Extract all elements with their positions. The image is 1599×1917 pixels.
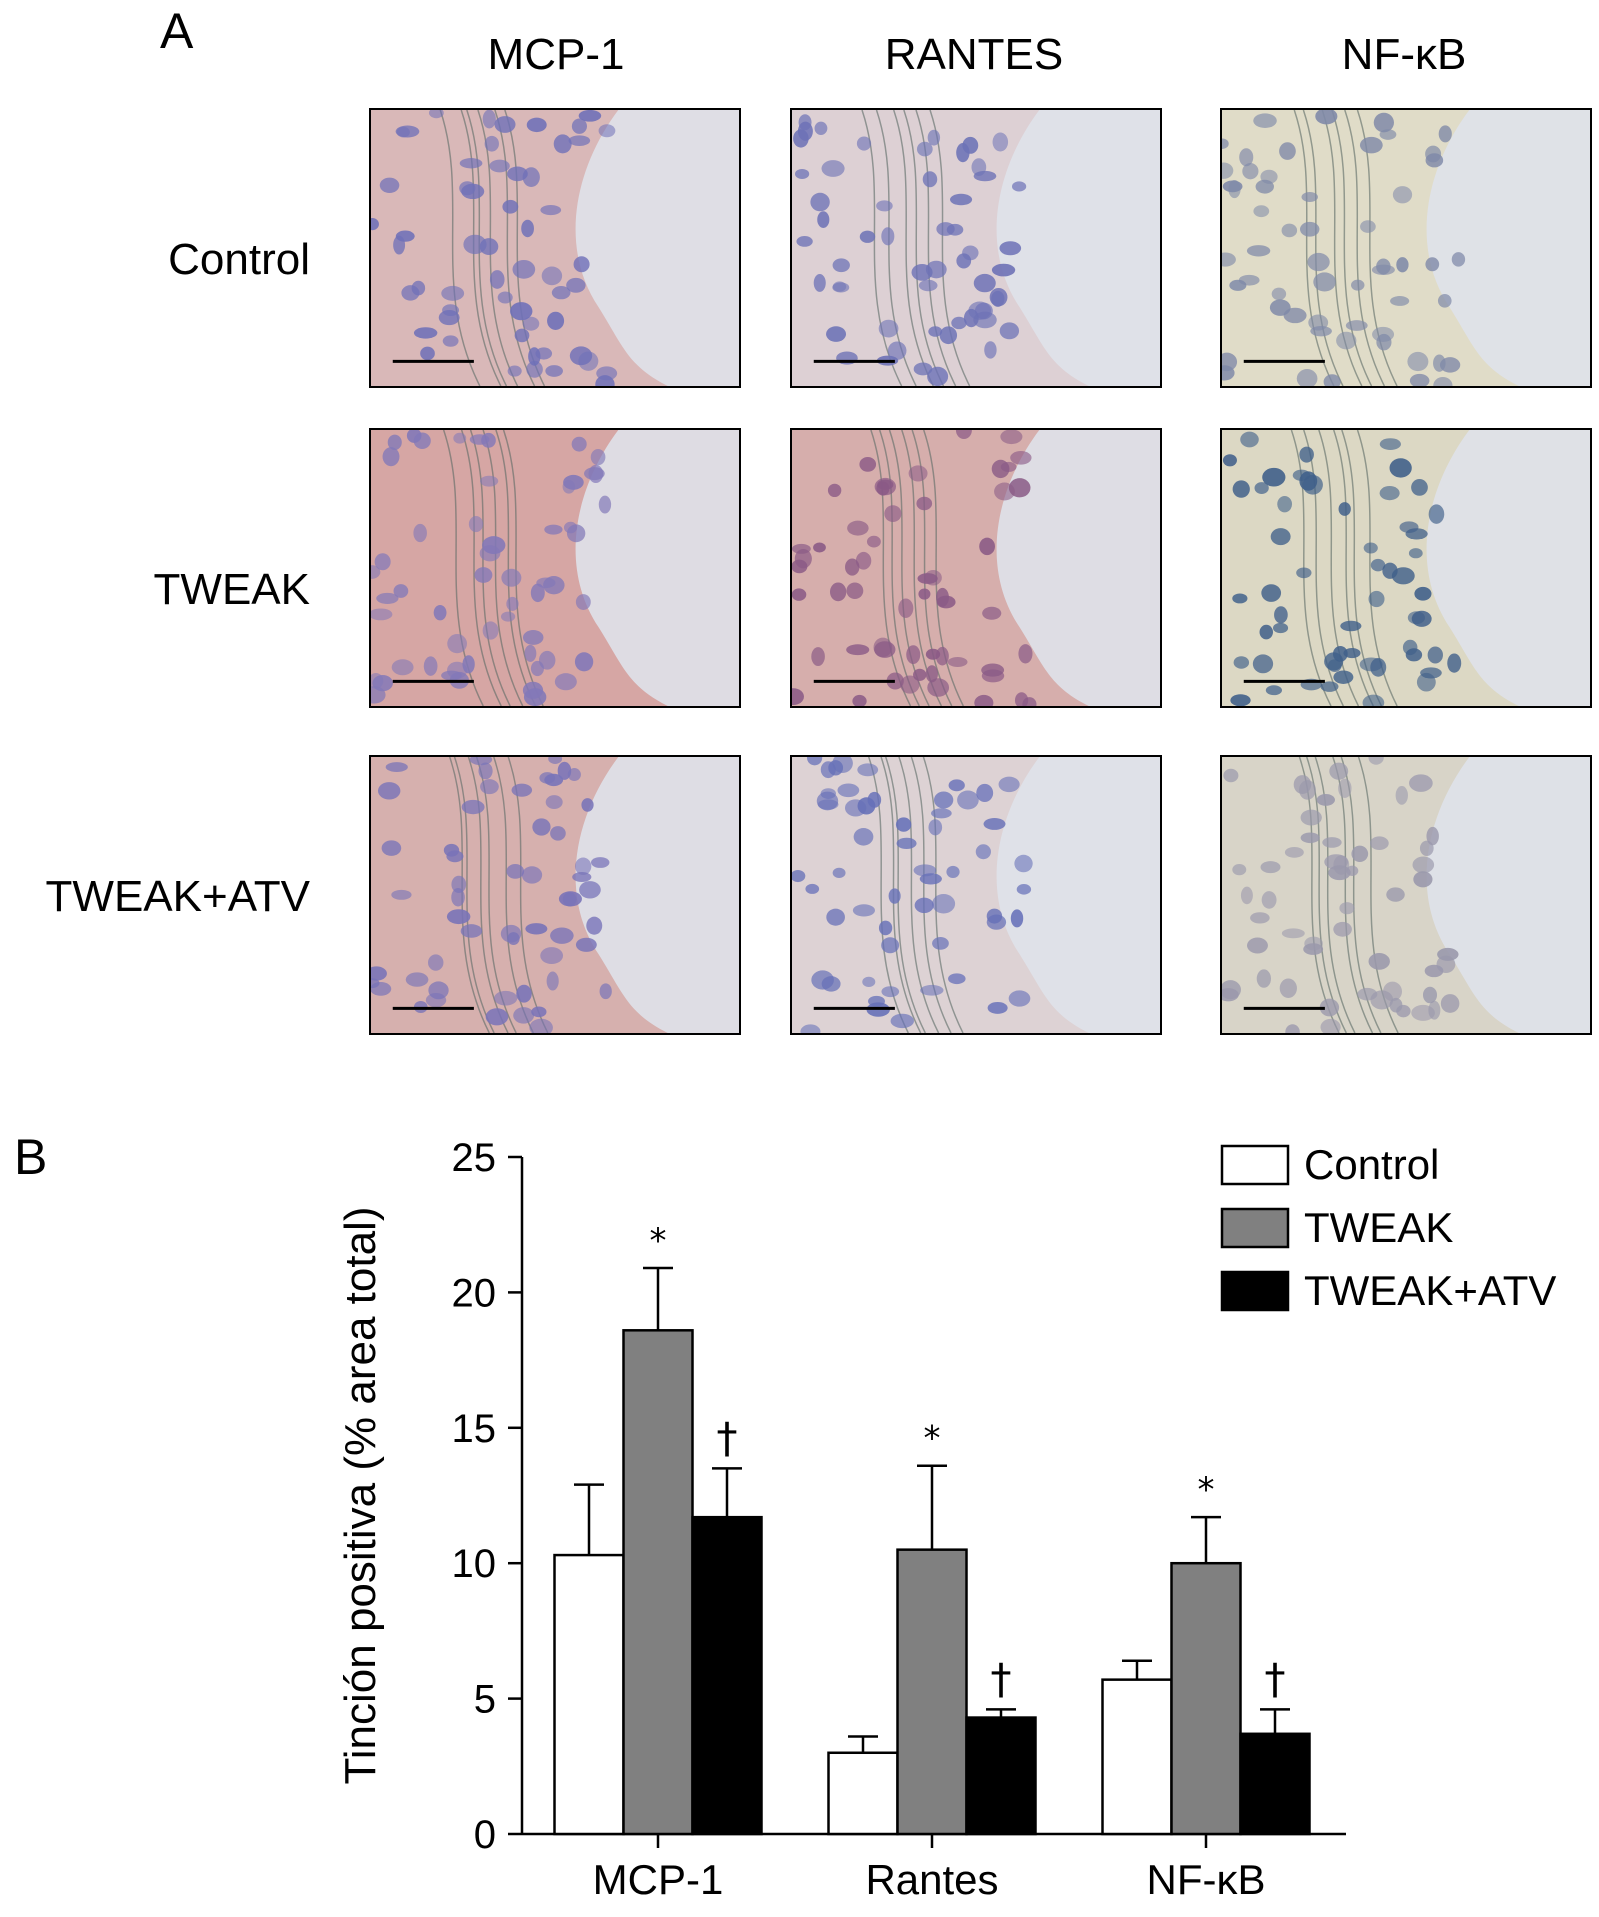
micrograph-tweak-atv-mcp1 [369,755,741,1035]
column-header-nfkb: NF-κB [1341,30,1467,79]
significance-marker: † [717,1413,738,1462]
micrograph-tweak-atv-nfkb [1220,755,1592,1035]
y-tick-label: 10 [452,1542,497,1586]
bar-control [827,1751,899,1836]
bar-tweak-atv [691,1515,763,1836]
bar-chart: 0 5 10 15 20 25 Tinción positiva (% area total… [336,1136,1556,1903]
micrograph-control-nfkb [1220,108,1592,388]
significance-marker: † [1265,1654,1286,1703]
significance-marker: * [924,1419,941,1459]
legend-label: TWEAK [1304,1204,1453,1251]
y-tick-label: 25 [452,1136,497,1180]
column-header-rantes: RANTES [884,30,1064,79]
micrograph-tweak-rantes [790,428,1162,708]
column-header-mcp1: MCP-1 [487,30,625,79]
y-tick-label: 20 [452,1271,497,1315]
legend-label: Control [1304,1141,1439,1188]
micrograph-tweak-atv-rantes [790,755,1162,1035]
x-tick-label: Rantes [865,1856,998,1903]
row-label-tweak: TWEAK [153,565,310,614]
bar-tweak-atv [965,1716,1037,1836]
panel-b-letter: B [14,1129,48,1185]
row-label-tweak-atv: TWEAK+ATV [45,872,310,921]
bar-tweak [622,1329,694,1836]
bar-tweak [1170,1561,1242,1836]
bar-tweak-atv [1239,1732,1311,1836]
bar-control [1101,1678,1173,1836]
x-tick-label: NF-κB [1147,1856,1266,1903]
micrograph-tweak-nfkb [1220,428,1592,708]
micrograph-control-rantes [790,108,1162,388]
significance-marker: * [1198,1470,1215,1510]
bar-tweak [896,1548,968,1836]
row-label-control: Control [168,235,310,284]
x-tick-label: MCP-1 [593,1856,724,1903]
legend-swatch [1220,1144,1290,1186]
y-tick-label: 0 [474,1813,496,1857]
y-tick-label: 15 [452,1407,497,1451]
significance-marker: * [650,1221,667,1261]
panel-a-letter: A [160,3,194,59]
y-tick-label: 5 [474,1678,496,1722]
bar-control [553,1553,625,1836]
micrograph-control-mcp1 [369,108,741,388]
legend-label: TWEAK+ATV [1304,1267,1556,1314]
y-axis-label: Tinción positiva (% area total) [336,1207,385,1785]
legend-swatch [1220,1207,1290,1249]
micrograph-tweak-mcp1 [369,428,741,708]
legend-swatch [1220,1270,1290,1312]
significance-marker: † [991,1654,1012,1703]
